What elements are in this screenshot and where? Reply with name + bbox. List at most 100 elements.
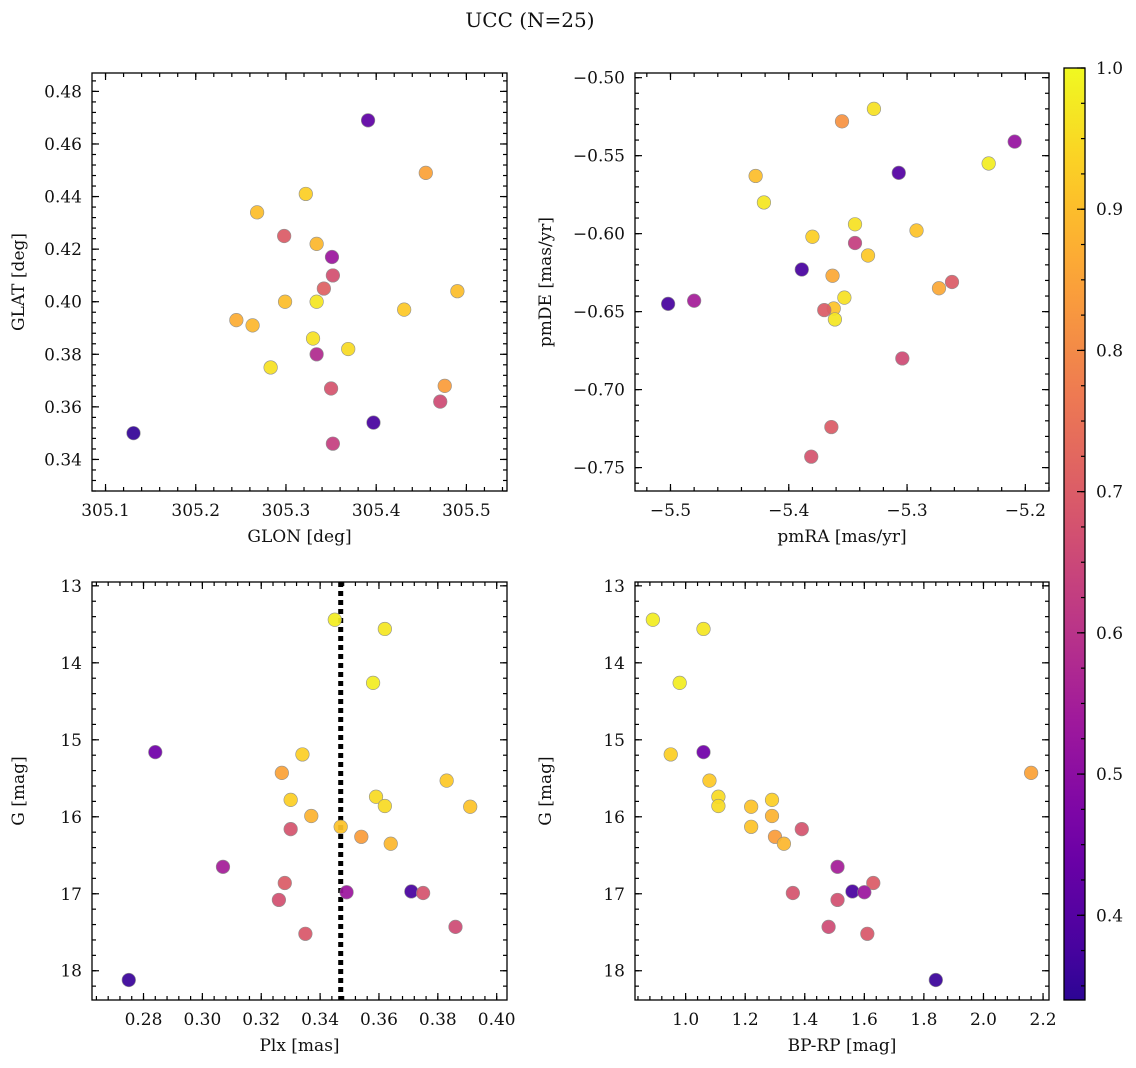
x-tick-label: 305.1 <box>81 501 130 521</box>
data-point <box>827 312 843 327</box>
y-tick-label: 0.40 <box>44 293 82 313</box>
data-point <box>834 114 850 129</box>
data-point <box>305 331 321 346</box>
colorbar-tick-label: 1.0 <box>1096 59 1123 79</box>
x-tick-label: 1.2 <box>732 1010 759 1030</box>
y-axis-label: G [mag] <box>9 756 29 825</box>
data-point <box>845 884 860 899</box>
data-point <box>229 313 244 328</box>
colorbar-tick-label: 0.4 <box>1096 906 1123 926</box>
data-point <box>298 186 313 202</box>
data-point <box>663 747 678 762</box>
x-axis-label: GLON [deg] <box>247 527 351 547</box>
data-point <box>437 378 452 393</box>
data-point <box>847 235 863 251</box>
data-point <box>283 792 298 807</box>
data-point <box>909 223 924 238</box>
y-tick-label: 16 <box>60 808 82 828</box>
data-point <box>794 262 809 277</box>
data-point <box>418 165 433 180</box>
data-point <box>365 675 381 690</box>
y-tick-label: 0.38 <box>44 345 82 365</box>
data-point <box>309 347 324 362</box>
data-point <box>696 745 711 760</box>
x-tick-label: 1.0 <box>672 1010 699 1030</box>
data-point <box>416 885 431 901</box>
data-point <box>830 859 845 874</box>
data-point <box>304 808 319 824</box>
points <box>645 612 1039 988</box>
panel-pmra-pmde: −5.5 −5.4 −5.3 −5.2 −0.75 −0.70 −0.65 −0.60 −0.5… <box>536 69 1050 547</box>
data-point <box>245 318 260 333</box>
data-point <box>271 892 286 908</box>
points <box>126 113 465 451</box>
data-point <box>463 799 478 814</box>
data-point <box>126 426 141 441</box>
panel-glon-glat: 305.1 305.2 305.3 305.4 305.5 0.34 0.36 0.38 0.4… <box>9 72 508 547</box>
data-point <box>944 274 960 290</box>
data-point <box>383 836 398 851</box>
x-axis-label: pmRA [mas/yr] <box>777 527 906 547</box>
data-point <box>764 792 780 807</box>
data-point <box>891 165 906 180</box>
data-point <box>377 621 392 637</box>
x-tick-label: 0.28 <box>125 1010 163 1030</box>
data-point <box>277 294 293 309</box>
data-point <box>748 168 763 184</box>
y-tick-label: 15 <box>603 731 625 751</box>
data-point <box>249 205 265 220</box>
y-tick-label: 0.48 <box>44 82 82 102</box>
data-point <box>702 773 717 788</box>
data-point <box>931 281 947 296</box>
x-tick-label: −5.4 <box>768 501 809 521</box>
data-point <box>776 836 792 851</box>
figure-title: UCC (N=25) <box>465 8 594 32</box>
data-point <box>360 113 376 128</box>
y-axis-label: GLAT [deg] <box>9 233 29 331</box>
data-point <box>785 885 800 901</box>
data-point <box>121 972 136 988</box>
points <box>121 612 478 988</box>
y-tick-label: 14 <box>60 654 82 674</box>
y-tick-label: 0.42 <box>44 240 82 260</box>
data-point <box>645 612 660 627</box>
x-tick-label: 305.4 <box>352 501 401 521</box>
colorbar-gradient <box>1064 68 1085 1000</box>
colorbar-tick-label: 0.5 <box>1096 765 1123 785</box>
y-tick-label: −0.65 <box>573 303 625 323</box>
y-tick-label: 0.36 <box>44 398 82 418</box>
y-tick-label: −0.70 <box>573 381 625 401</box>
data-point <box>448 919 463 934</box>
data-point <box>283 822 298 837</box>
data-point <box>298 926 313 941</box>
data-point <box>866 875 881 891</box>
data-point <box>309 236 324 251</box>
data-point <box>824 419 839 435</box>
y-tick-label: 17 <box>60 885 82 905</box>
data-point <box>397 302 412 317</box>
ticks <box>635 582 1049 1000</box>
data-point <box>309 294 324 309</box>
ticks <box>92 582 507 1000</box>
data-point <box>341 341 356 357</box>
x-tick-label: −5.3 <box>886 501 927 521</box>
x-axis-label: Plx [mas] <box>259 1036 339 1056</box>
data-point <box>981 156 996 171</box>
x-tick-label: 0.30 <box>183 1010 221 1030</box>
x-tick-label: 2.0 <box>970 1010 997 1030</box>
x-tick-label: 0.32 <box>242 1010 280 1030</box>
data-point <box>366 415 381 430</box>
data-point <box>661 296 676 311</box>
panel-bprp-g: 1.0 1.2 1.4 1.6 1.8 2.0 2.2 13 14 15 16 17 18 BP-RP [… <box>536 577 1057 1056</box>
data-point <box>433 394 448 409</box>
data-point <box>711 798 726 814</box>
y-tick-label: 0.46 <box>44 135 82 155</box>
y-axis-label: pmDE [mas/yr] <box>536 217 556 347</box>
data-point <box>744 819 759 834</box>
y-tick-label: −0.50 <box>573 69 625 89</box>
y-tick-label: −0.75 <box>573 459 625 479</box>
x-tick-label: 1.6 <box>851 1010 878 1030</box>
y-tick-label: 0.34 <box>44 450 82 470</box>
y-tick-label: 14 <box>603 654 625 674</box>
